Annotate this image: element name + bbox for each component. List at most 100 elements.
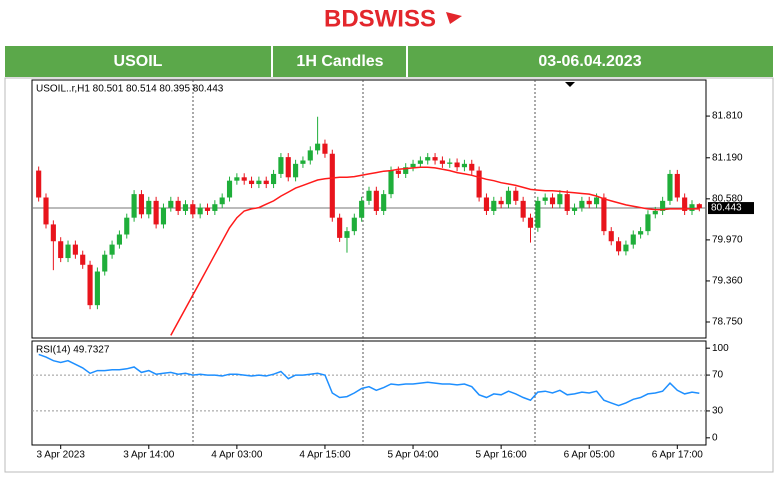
- candle-body: [307, 150, 313, 161]
- candle-body: [571, 207, 578, 211]
- price-box: [708, 202, 754, 215]
- y-tick-label: 80.580: [712, 193, 743, 204]
- x-tick-label: 4 Apr 15:00: [299, 450, 351, 461]
- candle-body: [109, 244, 115, 255]
- candle-body: [58, 241, 64, 259]
- candle-body: [608, 231, 614, 242]
- candle-body: [234, 177, 240, 181]
- candle-body: [182, 204, 189, 211]
- shift-marker: [565, 82, 575, 87]
- candle-body: [36, 170, 42, 198]
- candle-body: [682, 197, 688, 211]
- candle-body: [549, 197, 556, 205]
- candle-body: [278, 157, 284, 174]
- candle-body: [616, 241, 622, 252]
- y-tick-label: 30: [712, 406, 724, 417]
- rsi-line: [38, 353, 700, 407]
- candle-body: [660, 200, 666, 211]
- candle-body: [116, 234, 122, 245]
- candle-body: [293, 163, 299, 178]
- candle-body: [337, 217, 343, 238]
- price-panel: [31, 79, 707, 339]
- candle-body: [476, 170, 482, 198]
- candle-body: [168, 200, 174, 208]
- candle-body: [410, 163, 416, 168]
- candle-body: [505, 190, 512, 205]
- y-tick-label: 79.970: [712, 235, 743, 246]
- y-tick-label: 0: [712, 432, 718, 443]
- candle-body: [204, 207, 211, 211]
- candle-body: [395, 170, 401, 174]
- candle-body: [219, 197, 225, 205]
- outer-frame: [4, 77, 774, 473]
- candle-body: [300, 160, 306, 164]
- candle-body: [146, 200, 152, 215]
- candle-body: [564, 194, 570, 211]
- candle-body: [652, 210, 658, 215]
- candle-body: [344, 231, 350, 238]
- candle-body: [271, 173, 277, 185]
- moving-average: [170, 166, 700, 336]
- rsi-label: RSI(14) 49.7327: [36, 345, 110, 356]
- candle-body: [439, 160, 445, 164]
- candle-body: [527, 217, 534, 228]
- candle-body: [138, 194, 145, 215]
- day-separators: [192, 80, 536, 445]
- x-tick-label: 4 Apr 03:00: [211, 450, 263, 461]
- candle-body: [454, 162, 460, 168]
- candle-body: [403, 167, 409, 174]
- candle-body: [667, 173, 673, 201]
- candle-body: [80, 254, 86, 265]
- candle-body: [102, 254, 108, 272]
- candle-body: [630, 234, 636, 245]
- rsi-panel: [31, 340, 707, 446]
- candle-body: [513, 190, 519, 201]
- candle-body: [623, 244, 629, 252]
- candle-body: [542, 197, 548, 201]
- candle-body: [447, 162, 453, 164]
- price-box-label: 80.443: [711, 203, 742, 214]
- candle-body: [601, 197, 607, 232]
- header-timeframe: 1H Candles: [296, 53, 383, 70]
- candle-body: [432, 157, 438, 161]
- y-tick-label: 79.360: [712, 276, 743, 287]
- candle-body: [72, 244, 78, 255]
- candle-body: [366, 190, 372, 201]
- candle-body: [43, 197, 49, 225]
- candle-body: [248, 180, 255, 185]
- ohlc-label: USOIL..r,H1 80.501 80.514 80.395 80.443: [36, 84, 224, 95]
- candle-body: [461, 163, 467, 168]
- candle-body: [263, 180, 269, 185]
- x-tick-label: 5 Apr 04:00: [387, 450, 439, 461]
- candle-body: [329, 153, 335, 218]
- x-tick-label: 6 Apr 17:00: [652, 450, 704, 461]
- candle-body: [175, 200, 181, 211]
- y-tick-label: 100: [712, 343, 729, 354]
- candle-body: [190, 204, 196, 215]
- candle-body: [315, 143, 321, 151]
- candle-body: [425, 157, 431, 161]
- candle-body: [131, 194, 137, 218]
- x-tick-label: 6 Apr 05:00: [564, 450, 616, 461]
- x-tick-label: 3 Apr 14:00: [123, 450, 175, 461]
- candle-body: [483, 197, 490, 211]
- candle-body: [520, 200, 526, 218]
- candle-body: [285, 157, 291, 178]
- logo-mark: [446, 12, 462, 24]
- candle-body: [645, 214, 651, 232]
- candle-body: [674, 173, 680, 198]
- x-tick-label: 5 Apr 16:00: [476, 450, 528, 461]
- candle-body: [241, 177, 247, 181]
- y-tick-label: 78.750: [712, 317, 743, 328]
- x-tick-label: 3 Apr 2023: [37, 450, 86, 461]
- candle-body: [696, 204, 702, 209]
- candle-body: [212, 204, 218, 211]
- candle-body: [586, 200, 592, 205]
- header-symbol: USOIL: [114, 53, 163, 70]
- candle-body: [65, 244, 71, 259]
- candle-body: [535, 200, 541, 228]
- candle-body: [579, 200, 585, 208]
- candle-body: [381, 194, 387, 211]
